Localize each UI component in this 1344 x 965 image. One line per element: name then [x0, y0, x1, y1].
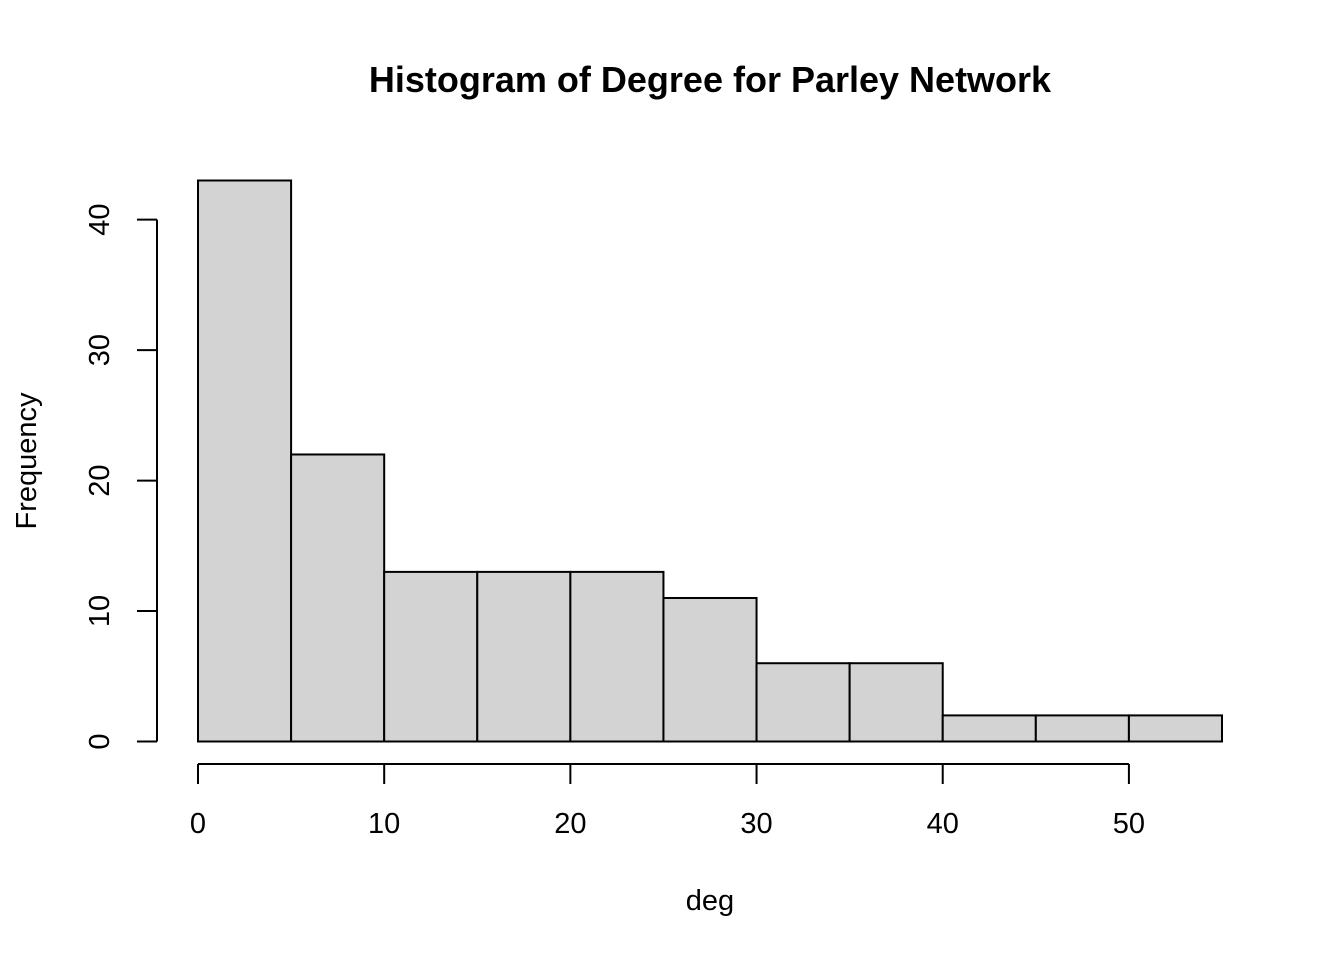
- y-tick-label-20: 20: [84, 464, 116, 496]
- y-tick-label-30: 30: [84, 334, 116, 366]
- histogram-bar-1: [290, 453, 386, 743]
- y-tick-label-40: 40: [84, 204, 116, 236]
- histogram-bar-10: [1127, 714, 1223, 743]
- histogram-bar-7: [848, 662, 944, 743]
- histogram-bar-0: [197, 179, 293, 743]
- x-tick-label-20: 20: [554, 808, 586, 840]
- histogram-bar-6: [755, 662, 851, 743]
- y-axis-label: Frequency: [11, 392, 43, 530]
- histogram-bar-9: [1034, 714, 1130, 743]
- x-tick-label-10: 10: [368, 808, 400, 840]
- y-tick-label-10: 10: [84, 595, 116, 627]
- histogram-bar-2: [383, 570, 479, 743]
- x-tick-label-40: 40: [927, 808, 959, 840]
- x-tick-label-0: 0: [190, 808, 206, 840]
- chart-title: Histogram of Degree for Parley Network: [369, 59, 1052, 100]
- histogram-bar-5: [662, 596, 758, 743]
- histogram-bar-8: [941, 714, 1037, 743]
- x-axis-label: deg: [686, 885, 734, 917]
- x-tick-label-50: 50: [1113, 808, 1145, 840]
- histogram-bar-3: [476, 570, 572, 743]
- histogram-bar-4: [569, 570, 665, 743]
- x-tick-label-30: 30: [740, 808, 772, 840]
- bars-group: [197, 179, 1223, 743]
- x-axis: 0 10 20 30 40 50: [190, 763, 1145, 840]
- y-axis: 0 10 20 30 40: [84, 204, 158, 750]
- y-tick-label-0: 0: [84, 733, 116, 749]
